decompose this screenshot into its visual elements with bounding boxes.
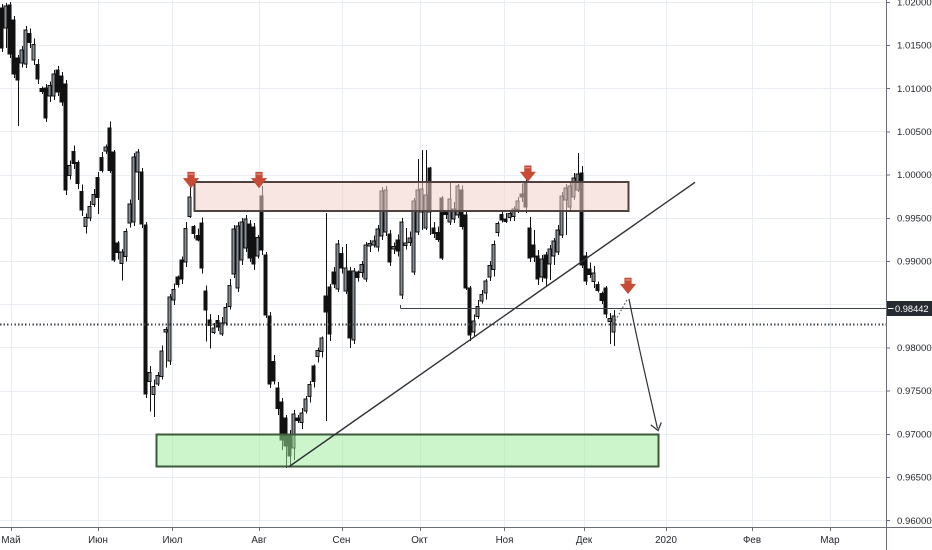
svg-text:0.97000: 0.97000 xyxy=(897,429,932,440)
svg-text:0.96000: 0.96000 xyxy=(897,516,932,527)
svg-text:0.98442: 0.98442 xyxy=(895,304,929,314)
svg-text:Авг: Авг xyxy=(251,535,267,546)
svg-text:1.01500: 1.01500 xyxy=(897,41,932,52)
svg-text:0.98000: 0.98000 xyxy=(897,343,932,354)
svg-text:Окт: Окт xyxy=(411,535,428,546)
svg-text:0.99000: 0.99000 xyxy=(897,257,932,268)
svg-text:Мар: Мар xyxy=(820,535,840,546)
svg-text:1.00000: 1.00000 xyxy=(897,170,932,181)
svg-text:Фев: Фев xyxy=(743,535,761,546)
svg-text:1.00500: 1.00500 xyxy=(897,127,932,138)
svg-text:0.99500: 0.99500 xyxy=(897,213,932,224)
svg-text:Май: Май xyxy=(1,535,20,546)
svg-text:Июл: Июл xyxy=(163,535,183,546)
svg-text:0.96500: 0.96500 xyxy=(897,473,932,484)
svg-text:Дек: Дек xyxy=(576,535,593,546)
svg-text:1.02000: 1.02000 xyxy=(897,0,932,8)
svg-text:2020: 2020 xyxy=(655,535,677,546)
svg-text:1.01000: 1.01000 xyxy=(897,84,932,95)
svg-text:0.97500: 0.97500 xyxy=(897,386,932,397)
svg-text:Июн: Июн xyxy=(88,535,108,546)
svg-text:Сен: Сен xyxy=(333,535,351,546)
svg-text:Ноя: Ноя xyxy=(496,535,514,546)
